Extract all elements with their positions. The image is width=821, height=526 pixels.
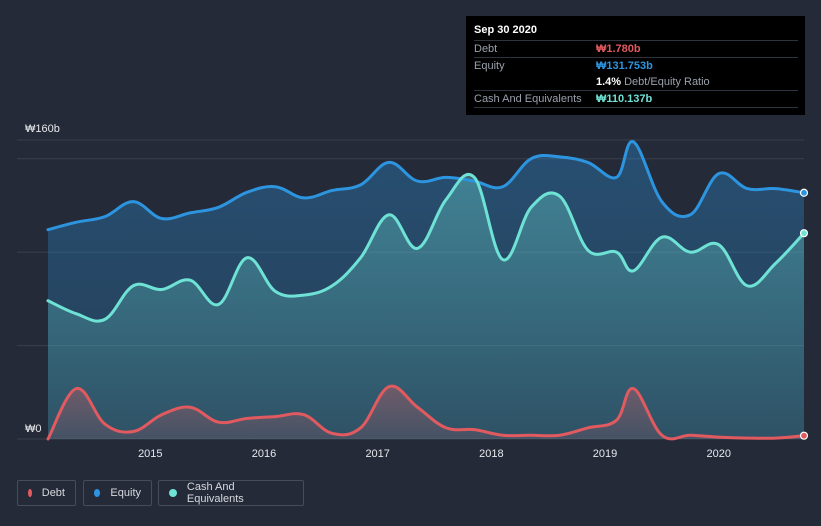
x-tick-label: 2020 bbox=[706, 448, 730, 460]
cash-dot-icon bbox=[169, 489, 177, 497]
equity-line[interactable] bbox=[46, 140, 806, 232]
tooltip: Sep 30 2020 Debt ₩1.780b Equity ₩131.753… bbox=[466, 16, 805, 115]
tooltip-equity-value: ₩131.753b bbox=[596, 60, 653, 72]
x-tick-label: 2018 bbox=[479, 448, 503, 460]
tooltip-cash-value: ₩110.137b bbox=[596, 93, 653, 105]
y-tick-label-bottom: ₩0 bbox=[25, 423, 42, 435]
cash-area bbox=[48, 174, 804, 440]
legend-item-equity[interactable]: Equity bbox=[83, 480, 152, 506]
legend-label-debt: Debt bbox=[41, 487, 65, 499]
cash-line[interactable] bbox=[46, 173, 806, 323]
debt-dot-icon bbox=[28, 489, 32, 497]
series-areas bbox=[48, 141, 804, 440]
tooltip-row-debt: Debt ₩1.780b bbox=[474, 40, 798, 57]
legend-label-equity: Equity bbox=[110, 487, 141, 499]
tooltip-ratio-label: Debt/Equity Ratio bbox=[624, 76, 710, 88]
tooltip-debt-label: Debt bbox=[474, 43, 498, 55]
debt-end-point[interactable] bbox=[799, 431, 809, 440]
tooltip-date: Sep 30 2020 bbox=[474, 24, 537, 36]
tooltip-row-cash: Cash And Equivalents ₩110.137b bbox=[474, 90, 798, 108]
series-lines bbox=[46, 140, 806, 441]
cash-end-point[interactable] bbox=[799, 229, 809, 238]
debt-area bbox=[48, 386, 804, 439]
tooltip-cash-label: Cash And Equivalents bbox=[474, 93, 582, 105]
y-tick-label-top: ₩160b bbox=[25, 123, 60, 135]
legend-label-cash: Cash And Equivalents bbox=[186, 481, 244, 505]
tooltip-equity-label: Equity bbox=[474, 60, 505, 72]
debt-line[interactable] bbox=[46, 384, 806, 441]
legend-item-debt[interactable]: Debt bbox=[17, 480, 76, 506]
x-tick-label: 2019 bbox=[593, 448, 617, 460]
tooltip-row-ratio: 1.4% Debt/Equity Ratio bbox=[474, 74, 798, 90]
tooltip-row-equity: Equity ₩131.753b bbox=[474, 57, 798, 74]
x-tick-label: 2015 bbox=[138, 448, 162, 460]
equity-dot-icon bbox=[94, 489, 101, 497]
legend-item-cash[interactable]: Cash And Equivalents bbox=[158, 480, 304, 506]
x-tick-label: 2016 bbox=[252, 448, 276, 460]
equity-end-point[interactable] bbox=[799, 188, 809, 197]
axis-labels: ₩160b ₩0 2015 2016 2017 2018 2019 2020 bbox=[25, 123, 731, 460]
x-tick-label: 2017 bbox=[365, 448, 389, 460]
tooltip-ratio-value: 1.4% bbox=[596, 76, 622, 88]
series-end-markers bbox=[799, 188, 809, 440]
tooltip-debt-value: ₩1.780b bbox=[596, 43, 641, 55]
